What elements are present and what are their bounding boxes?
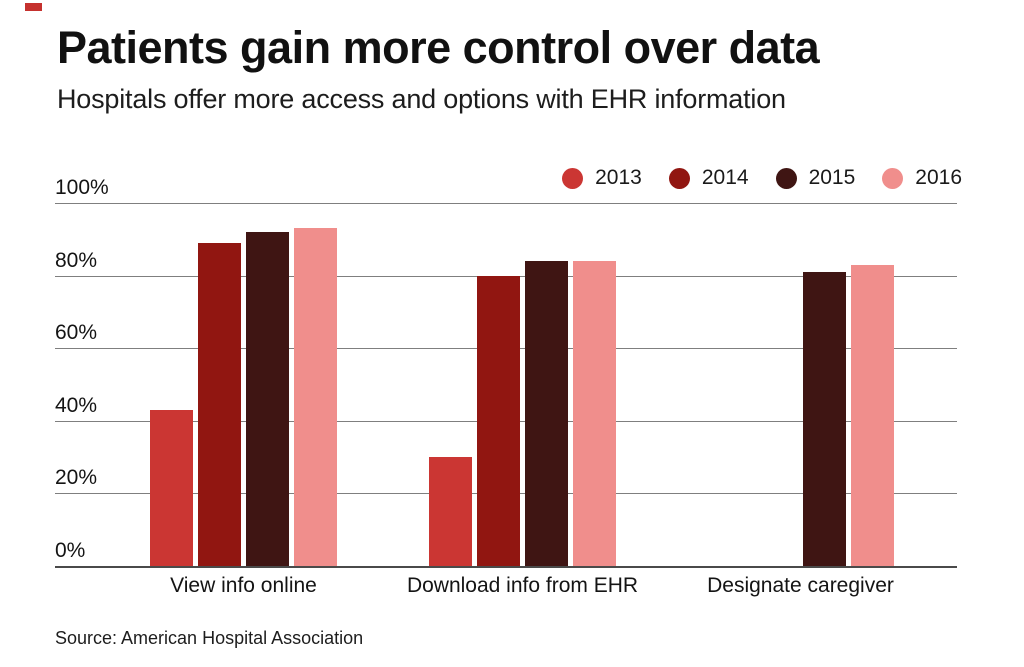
bar-2016-designate-caregiver: [851, 264, 894, 566]
legend-label: 2014: [701, 166, 749, 189]
legend-label: 2013: [595, 166, 642, 189]
y-tick-label-100: 100%: [55, 176, 109, 199]
legend-swatch-icon: [882, 167, 904, 189]
category-label-view-info-online: View info online: [170, 574, 317, 597]
legend-swatch-icon: [562, 167, 584, 189]
legend-swatch-icon: [775, 167, 797, 189]
bar-2013-download-info-from-ehr: [429, 457, 472, 566]
bar-2014-view-info-online: [198, 242, 241, 566]
legend-item-2016: 2016: [882, 166, 962, 190]
gridline-100: [55, 203, 957, 204]
bar-2016-download-info-from-ehr: [573, 261, 616, 566]
y-tick-label-80: 80%: [55, 248, 98, 272]
legend-item-2013: 2013: [562, 166, 642, 190]
page-subtitle: Hospitals offer more access and options …: [57, 84, 786, 114]
legend-item-2015: 2015: [775, 166, 856, 190]
legend-label: 2016: [915, 166, 962, 189]
category-label-designate-caregiver: Designate caregiver: [707, 574, 894, 597]
category-label-download-info-from-ehr: Download info from EHR: [406, 574, 639, 597]
legend-item-2014: 2014: [668, 166, 749, 190]
y-tick-label-60: 60%: [55, 321, 98, 345]
y-tick-label-20: 20%: [55, 466, 98, 490]
brand-accent-dash: [25, 3, 42, 11]
bar-2014-download-info-from-ehr: [477, 275, 520, 566]
y-tick-label-40: 40%: [55, 393, 98, 417]
source-attribution: Source: American Hospital Association: [55, 628, 364, 648]
chart-legend: 2013 2014 2015 2016: [562, 166, 962, 190]
legend-swatch-icon: [668, 167, 690, 189]
x-axis-line: [55, 566, 957, 568]
bar-2015-download-info-from-ehr: [525, 261, 568, 566]
bar-2015-designate-caregiver: [803, 271, 846, 566]
bar-2015-view-info-online: [246, 232, 289, 566]
y-tick-label-0: 0%: [55, 539, 86, 562]
bar-2016-view-info-online: [294, 228, 337, 566]
legend-label: 2015: [808, 166, 856, 189]
bar-2013-view-info-online: [150, 409, 193, 566]
page-title: Patients gain more control over data: [57, 22, 820, 73]
